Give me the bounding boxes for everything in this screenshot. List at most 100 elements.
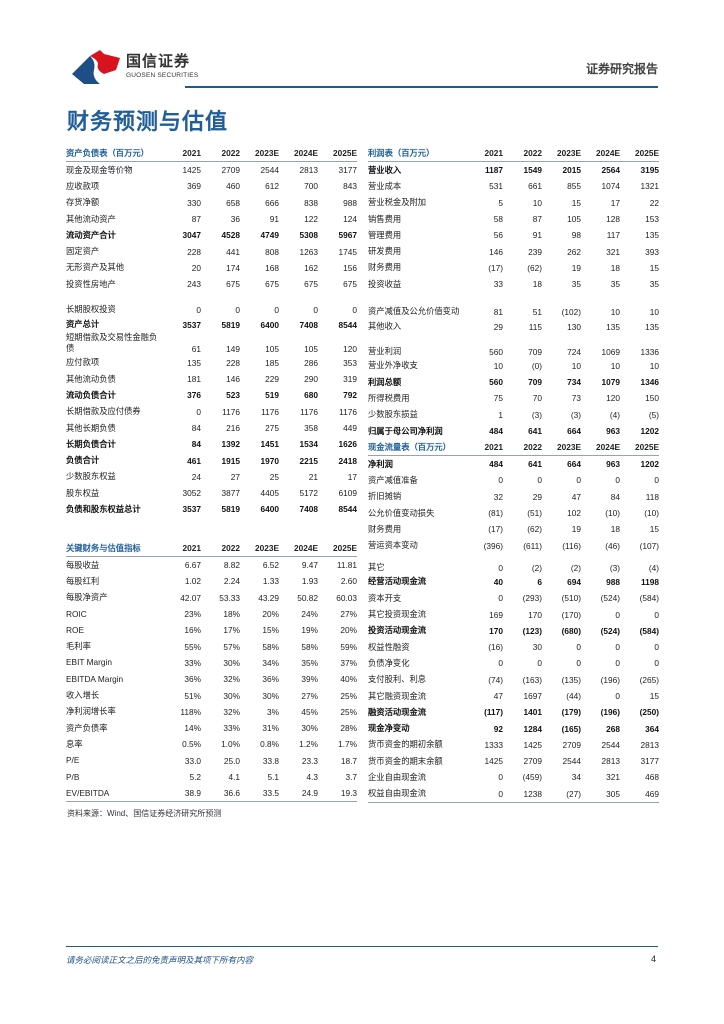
table-row: 支付股利、利息 (74) (163) (135) (196) (265): [368, 672, 659, 688]
key-metrics-table: 关键财务与估值指标 2021 2022 2023E 2024E 2025E 每股收益 6.67…: [66, 540, 357, 803]
disclaimer-link[interactable]: 请务必阅读正文之后的免责声明及其项下所有内容: [66, 955, 254, 965]
cell-value: 680: [304, 390, 318, 401]
row-label: 每股净资产: [66, 592, 108, 603]
cell-value: 56: [493, 230, 503, 241]
cell-value: 135: [187, 357, 201, 368]
cell-value: 120: [343, 343, 357, 354]
row-label: 融资活动现金流: [368, 706, 427, 717]
cell-value: 2813: [640, 739, 659, 750]
table-row: 资产总计 3537 5819 6400 7408 8544: [66, 316, 357, 332]
table-row: 财务费用 (17) (62) 19 18 15: [368, 521, 659, 537]
cell-value: 29: [493, 321, 503, 332]
cell-value: 8544: [338, 504, 357, 515]
row-label: 长期股权投资: [66, 304, 116, 315]
cell-value: 51: [532, 307, 542, 318]
cell-value: 3.7: [345, 772, 357, 782]
cell-value: 0: [654, 609, 659, 620]
table-row: 负债和股东权益总计 3537 5819 6400 7408 8544: [66, 501, 357, 517]
column-header: 2023E: [255, 148, 279, 158]
cell-value: 1176: [222, 406, 240, 417]
cell-value: 15: [649, 262, 659, 273]
cell-value: 469: [645, 788, 659, 799]
row-label: ROE: [66, 624, 84, 635]
row-label: EV/EBITDA: [66, 787, 110, 798]
table-row: 资产负债率 14% 33% 31% 30% 28%: [66, 720, 357, 736]
cell-value: 43.29: [258, 592, 279, 603]
cell-value: (4): [648, 562, 659, 573]
table-row: 流动负债合计 376 523 519 680 792: [66, 387, 357, 403]
cell-value: 40: [493, 576, 503, 587]
row-label: 资产减值及公允价值变动: [368, 306, 460, 317]
cell-value: 1238: [523, 788, 542, 799]
cell-value: 170: [528, 609, 542, 620]
cell-value: 666: [265, 197, 279, 208]
row-label: 应付款项: [66, 357, 100, 368]
cell-value: 228: [226, 357, 240, 368]
cell-value: 0: [537, 475, 542, 486]
row-label: 现金及现金等价物: [66, 164, 133, 175]
cell-value: 8.82: [223, 560, 240, 571]
table-row: 存货净额 330 658 666 838 988: [66, 195, 357, 211]
cell-value: 3877: [221, 488, 240, 499]
cell-value: 358: [304, 423, 318, 433]
cell-value: 25%: [340, 706, 357, 717]
cell-value: 1284: [523, 723, 542, 734]
cell-value: 2.60: [340, 576, 357, 587]
row-label: 其他收入: [368, 321, 402, 332]
row-label: 营业利润: [368, 345, 402, 356]
column-header: 2024E: [294, 148, 318, 158]
table-row: 长期负债合计 84 1392 1451 1534 1626: [66, 436, 357, 452]
table-row: 应收款项 369 460 612 700 843: [66, 178, 357, 194]
cell-value: 1198: [641, 576, 659, 587]
row-label: 毛利率: [66, 641, 91, 652]
row-label: 所得税费用: [368, 392, 410, 403]
cell-value: 1176: [339, 406, 357, 417]
cell-value: 2215: [299, 455, 318, 466]
cell-value: 181: [187, 374, 201, 385]
cell-value: 1.33: [262, 576, 279, 587]
table-row: 其他流动负债 181 146 229 290 319: [66, 371, 357, 387]
cell-value: (584): [639, 593, 659, 604]
table-row: 应付款项 135 228 185 286 353: [66, 355, 357, 371]
cell-value: 1534: [299, 439, 318, 450]
cell-value: 1187: [485, 165, 503, 176]
cell-value: 51%: [184, 690, 201, 701]
cell-value: 18: [610, 524, 620, 535]
row-label: 货币资金的期初余额: [368, 739, 443, 750]
cell-value: 98: [571, 230, 581, 241]
cell-value: 117: [606, 230, 620, 241]
cell-value: 45%: [301, 706, 318, 717]
table-row: 股东权益 3052 3877 4405 5172 6109: [66, 485, 357, 501]
column-header: 2024E: [294, 543, 318, 553]
cell-value: 0: [615, 475, 620, 486]
cell-value: 55%: [184, 641, 201, 652]
table-row: 权益自由现金流 0 1238 (27) 305 469: [368, 786, 659, 803]
table-row: 经营活动现金流 40 6 694 988 1198: [368, 574, 659, 590]
row-label: 利润总额: [368, 376, 402, 387]
cell-value: 0: [576, 658, 581, 669]
table-row: 每股红利 1.02 2.24 1.33 1.93 2.60: [66, 573, 357, 589]
cell-value: 709: [528, 377, 542, 388]
row-label: 其它融资现金流: [368, 690, 427, 701]
table-row: 少数股东损益 1 (3) (3) (4) (5): [368, 407, 659, 423]
logo-text-cn: 国信证券: [126, 53, 191, 70]
cell-value: (459): [522, 772, 542, 783]
cell-value: 91: [532, 230, 542, 241]
cell-value: 523: [226, 390, 240, 401]
cell-value: 393: [645, 246, 659, 257]
cell-value: (196): [600, 707, 620, 718]
row-label: 负债净变化: [368, 657, 410, 668]
row-label: 经营活动现金流: [368, 576, 427, 587]
cell-value: 23%: [184, 609, 201, 620]
cell-value: (524): [600, 593, 620, 604]
table-row: 投资活动现金流 170 (123) (680) (524) (584): [368, 623, 659, 639]
cell-value: 10: [610, 360, 620, 371]
cell-value: (74): [488, 674, 503, 685]
cell-value: (117): [484, 707, 503, 718]
cell-value: 1333: [484, 739, 503, 750]
row-label: 营业税金及附加: [368, 197, 427, 208]
column-header: 2025E: [635, 442, 659, 452]
row-label: 存货净额: [66, 197, 100, 208]
table-header: 关键财务与估值指标 2021 2022 2023E 2024E 2025E: [66, 540, 357, 557]
cell-value: 115: [528, 321, 542, 332]
